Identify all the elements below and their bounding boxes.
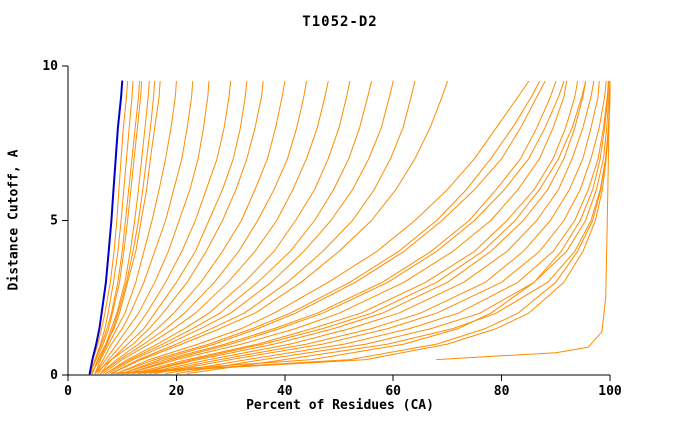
model-curve — [94, 80, 210, 374]
model-curve — [97, 80, 232, 374]
model-curve — [89, 80, 140, 374]
y-tick-label: 10 — [42, 59, 58, 74]
model-curve — [138, 80, 587, 374]
model-curve — [90, 80, 156, 374]
x-tick-label: 80 — [494, 384, 510, 399]
model-curve — [94, 80, 194, 374]
model-curve — [132, 80, 578, 374]
model-curve — [100, 80, 307, 374]
model-curve — [148, 80, 600, 374]
model-curve — [100, 80, 286, 374]
y-axis-label: Distance Cutoff, A — [6, 149, 22, 291]
model-curve — [116, 80, 540, 374]
model-curve — [116, 80, 530, 374]
model-curve — [102, 80, 329, 374]
model-curve — [121, 80, 546, 374]
model-curve — [165, 80, 609, 374]
x-tick-label: 40 — [277, 384, 293, 399]
x-tick-label: 60 — [385, 384, 401, 399]
model-curve — [100, 80, 248, 374]
model-curve — [105, 80, 351, 374]
y-tick-label: 5 — [50, 214, 58, 229]
x-tick-label: 100 — [598, 384, 622, 399]
model-curve — [94, 80, 177, 374]
highlighted-model-curve — [88, 80, 124, 375]
model-curve — [94, 80, 264, 374]
model-curve — [110, 80, 416, 374]
outlier-curve — [436, 80, 611, 361]
model-curve — [175, 80, 611, 374]
chart-title: T1052-D2 — [302, 14, 378, 30]
model-curve — [127, 80, 568, 374]
model-curve — [90, 80, 134, 374]
model-curve — [138, 80, 587, 374]
model-curve — [127, 80, 565, 374]
x-axis-label: Percent of Residues (CA) — [246, 398, 434, 413]
model-curve — [91, 80, 161, 374]
y-tick-label: 0 — [50, 368, 58, 383]
model-curve — [89, 80, 143, 374]
x-tick-label: 0 — [64, 384, 72, 399]
model-curve — [121, 80, 557, 374]
model-curve — [110, 80, 448, 374]
model-curve — [143, 80, 595, 374]
x-tick-label: 20 — [169, 384, 185, 399]
model-curve — [108, 80, 394, 374]
model-curve — [110, 80, 610, 374]
model-curve — [89, 80, 129, 374]
model-curve — [154, 80, 607, 374]
model-curve — [105, 80, 372, 374]
